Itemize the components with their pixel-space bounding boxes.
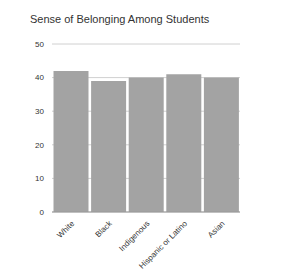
- svg-text:Hispanic or Latino: Hispanic or Latino: [137, 219, 189, 270]
- svg-text:30: 30: [35, 107, 44, 116]
- html-text:Sense of Belonging Among Stude: Sense of Belonging Among Students: [30, 13, 210, 25]
- svg-text:Black: Black: [94, 218, 115, 239]
- svg-text:White: White: [55, 219, 76, 240]
- svg-text:20: 20: [35, 141, 44, 150]
- svg-text:10: 10: [35, 174, 44, 183]
- svg-text:Asian: Asian: [206, 219, 227, 240]
- svg-text:0: 0: [40, 208, 45, 217]
- svg-text:40: 40: [35, 73, 44, 82]
- svg-text:50: 50: [35, 40, 44, 49]
- svg-text:Indigenous: Indigenous: [117, 219, 151, 253]
